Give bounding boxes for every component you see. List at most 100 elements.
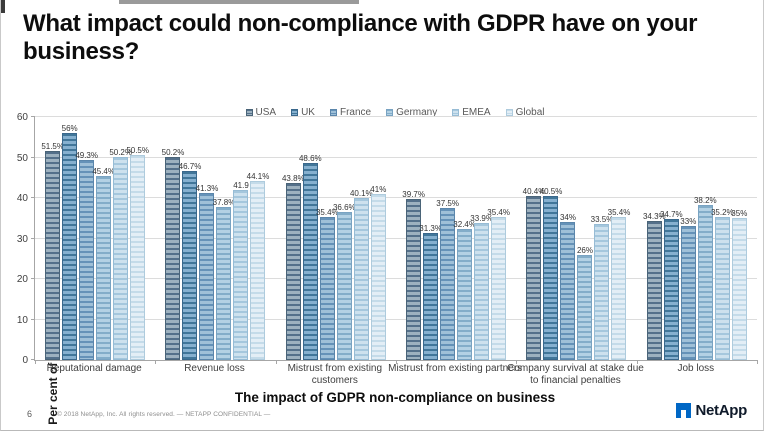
bar-uk-group-2: 46.7% [179, 162, 201, 360]
bar-value-label: 33% [680, 217, 697, 227]
bar-value-label: 40.4% [522, 187, 546, 197]
bar-group-revenue-loss: 50.2% 46.7% 41.3% 37.8% 41.9 44.1% [155, 117, 275, 360]
netapp-logo-notch [681, 410, 687, 418]
bar-value-label: 44.1% [246, 172, 270, 182]
bar-value-label: 45.4% [92, 167, 115, 177]
y-tick-mark [31, 197, 35, 199]
bar-germany-group-4: 32.4% [453, 220, 476, 360]
bar-value-label: 50.5% [126, 146, 149, 156]
legend-item-france: France [329, 107, 372, 118]
category-label-text: Mistrust from existing partners [388, 363, 523, 374]
x-tick-mark [396, 360, 397, 364]
bar-value-label: 35.4% [315, 207, 339, 217]
category-label-1: Reputational damage [34, 363, 154, 387]
y-tick-label-30: 30 [16, 233, 28, 245]
bar-value-label: 56% [61, 124, 78, 134]
bar-value-label: 49.3% [75, 151, 98, 161]
bar-france-group-2: 41.3% [196, 184, 218, 360]
legend-swatch-germany-icon [386, 109, 394, 116]
netapp-logo-icon [676, 403, 692, 418]
bar-germany-group-6: 38.2% [694, 196, 717, 360]
category-label-4: Mistrust from existing partners [388, 363, 522, 387]
bar-groups: 51.5% 56% 49.3% 45.4% 50.2% 50.5% 50.2% 46.7% 41… [35, 117, 757, 360]
bar-global-group-1: 50.5% [126, 146, 149, 360]
bar-emea-group-1: 50.2% [109, 148, 132, 360]
y-tick-mark [31, 359, 35, 360]
bar-value-label: 33.9% [470, 213, 493, 223]
bar-value-label: 41% [370, 184, 387, 194]
bar-usa-group-1: 51.5% [41, 142, 64, 360]
bar-emea-group-2: 41.9 [233, 181, 249, 360]
bar-emea-group-6: 35.2% [711, 208, 734, 360]
legend-item-global: Global [505, 107, 544, 118]
x-axis-category-labels: Reputational damage Revenue loss Mistrust … [34, 363, 756, 387]
bar-value-label: 32.4% [453, 219, 476, 229]
copyright-text: © 2018 NetApp, Inc. All rights reserved.… [57, 411, 271, 418]
gridline-40 [35, 197, 757, 199]
y-tick-mark [31, 156, 35, 158]
bar-uk-group-1: 56% [62, 124, 78, 360]
category-label-5: Company survival at stake due to financia… [507, 363, 644, 387]
bar-value-label: 35.4% [487, 207, 510, 217]
gridline-30 [35, 237, 757, 239]
y-tick-mark [31, 237, 35, 239]
bar-value-label: 43.8% [281, 173, 305, 183]
x-tick-mark [636, 360, 638, 364]
page-number: 6 [27, 409, 33, 419]
window-edge-artifact [1, 0, 5, 13]
y-tick-mark [31, 318, 35, 320]
gridline-50 [35, 156, 757, 158]
bar-global-group-5: 35.4% [608, 208, 630, 360]
bar-group-mistrust-from-existing-customers: 43.8% 48.6% 35.4% 36.6% 40.1% 41% [276, 117, 396, 360]
x-axis-title: The impact of GDPR non-compliance on bus… [234, 390, 556, 405]
category-label-2: Revenue loss [154, 363, 274, 387]
gridline-20 [35, 278, 757, 280]
bar-value-label: 41.9 [233, 181, 249, 191]
legend-item-uk: UK [291, 107, 315, 118]
bar-value-label: 37.5% [436, 199, 459, 209]
bar-germany-group-2: 37.8% [213, 198, 235, 360]
bar-value-label: 36.6% [332, 202, 356, 212]
legend-swatch-emea-icon [452, 109, 460, 116]
x-tick-mark [275, 360, 277, 364]
bar-emea-group-3: 40.1% [350, 189, 373, 360]
y-tick-label-10: 10 [16, 314, 28, 326]
bar-uk-group-5: 40.5% [540, 187, 562, 360]
legend-label: USA [255, 107, 277, 118]
legend-label: EMEA [462, 107, 491, 118]
bar-value-label: 35% [731, 209, 748, 219]
y-tick-label-40: 40 [16, 193, 28, 205]
bar-value-label: 33.5% [590, 215, 614, 225]
legend-label: Germany [396, 107, 438, 118]
category-label-text: Mistrust from existing customers [287, 363, 383, 386]
legend-swatch-usa-icon [245, 109, 253, 116]
category-label-text: Reputational damage [46, 363, 142, 374]
bar-value-label: 40.5% [539, 186, 563, 196]
x-tick-mark [516, 360, 518, 364]
bar-value-label: 46.7% [178, 161, 202, 171]
bar-value-label: 34.7% [659, 210, 683, 220]
y-tick-label-50: 50 [16, 152, 28, 164]
y-tick-mark [31, 116, 35, 117]
bar-france-group-6: 33% [680, 217, 696, 360]
bar-global-group-3: 41% [370, 185, 386, 360]
chart-plot-area: Per cent of respondents 010203040506051.… [17, 112, 758, 425]
bar-emea-group-5: 33.5% [591, 215, 613, 360]
legend-item-germany: Germany [386, 107, 437, 118]
category-label-text: Company survival at stake due to financia… [507, 363, 644, 386]
legend-swatch-france-icon [329, 109, 337, 116]
bar-value-label: 37.8% [212, 197, 236, 207]
bar-value-label: 41.3% [195, 183, 219, 193]
netapp-logo: NetApp [676, 402, 747, 419]
legend-label: France [339, 107, 372, 118]
bar-group-mistrust-from-existing-partners: 39.7% 31.3% 37.5% 32.4% 33.9% 35.4% [396, 117, 516, 360]
bar-value-label: 39.7% [402, 190, 425, 200]
bar-value-label: 50.2% [161, 147, 185, 157]
category-label-text: Revenue loss [184, 363, 245, 374]
gridline-10 [35, 318, 757, 320]
bar-usa-group-4: 39.7% [402, 190, 425, 360]
bar-group-company-survival-at-stake-due-to-financial-penalties: 40.4% 40.5% 34% 26% 33.5% 35.4% [516, 117, 636, 360]
bar-group-job-loss: 34.3% 34.7% 33% 38.2% 35.2% 35% [637, 117, 757, 360]
bar-value-label: 34% [559, 213, 576, 223]
bar-value-label: 35.2% [710, 208, 734, 218]
